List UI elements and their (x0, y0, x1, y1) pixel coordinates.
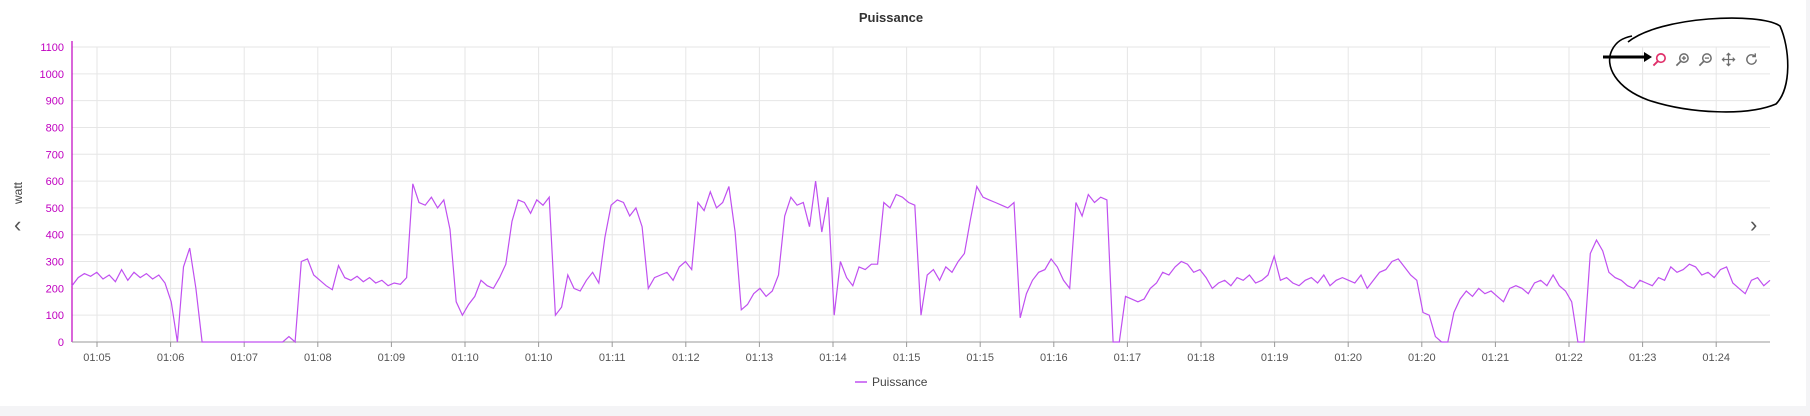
y-tick-label: 900 (46, 96, 64, 108)
x-tick-label: 01:05 (83, 352, 111, 364)
zoom-toolbar (1650, 50, 1761, 69)
x-tick-label: 01:20 (1334, 352, 1362, 364)
reset-icon (1746, 53, 1757, 65)
chart-card: Puissance watt 0 100 200 300 400 500 600 700 800… (0, 0, 1806, 406)
reset-button[interactable] (1742, 50, 1761, 69)
y-axis-label: watt (11, 181, 25, 205)
y-tick-label: 200 (46, 283, 64, 295)
x-axis-ticks: 01:05 01:06 01:07 01:08 01:09 01:10 01:10 01:11… (83, 342, 1730, 364)
zoom-in-icon (1675, 53, 1689, 67)
x-tick-label: 01:11 (599, 352, 626, 364)
series-group (71, 181, 1771, 344)
y-tick-label: 500 (46, 203, 64, 215)
x-tick-label: 01:15 (893, 352, 921, 364)
y-tick-label: 400 (46, 230, 64, 242)
x-tick-label: 01:09 (378, 352, 406, 364)
x-tick-label: 01:07 (230, 352, 258, 364)
y-tick-label: 1100 (40, 42, 64, 54)
y-tick-label: 300 (46, 257, 64, 269)
x-tick-label: 01:18 (1187, 352, 1215, 364)
y-axis-ticks: 0 100 200 300 400 500 600 700 800 900 1000 1100 (40, 42, 64, 349)
zoom-in-button[interactable] (1673, 50, 1692, 69)
y-tick-label: 600 (46, 176, 64, 188)
y-tick-label: 0 (58, 337, 64, 349)
y-tick-label: 100 (46, 310, 64, 322)
series-line-puissance (71, 181, 1771, 344)
x-tick-label: 01:17 (1114, 352, 1142, 364)
x-tick-label: 01:10 (451, 352, 479, 364)
zoom-select-button[interactable] (1650, 50, 1669, 69)
x-tick-label: 01:08 (304, 352, 332, 364)
x-tick-label: 01:21 (1482, 352, 1510, 364)
x-tick-label: 01:23 (1629, 352, 1657, 364)
x-tick-label: 01:12 (672, 352, 700, 364)
zoom-out-button[interactable] (1696, 50, 1715, 69)
x-tick-label: 01:22 (1555, 352, 1583, 364)
pan-button[interactable] (1719, 50, 1738, 69)
x-tick-label: 01:13 (746, 352, 774, 364)
prev-arrow[interactable]: ‹ (14, 212, 22, 237)
x-tick-label: 01:14 (819, 352, 847, 364)
x-tick-label: 01:06 (157, 352, 185, 364)
y-tick-label: 1000 (40, 69, 64, 81)
y-tick-label: 700 (46, 149, 64, 161)
zoom-select-icon (1652, 53, 1666, 67)
grid-lines (71, 41, 1770, 343)
zoom-out-icon (1698, 53, 1712, 67)
x-tick-label: 01:10 (525, 352, 553, 364)
x-tick-label: 01:15 (966, 352, 994, 364)
x-tick-label: 01:16 (1040, 352, 1068, 364)
pan-icon (1721, 52, 1736, 67)
x-tick-label: 01:19 (1261, 352, 1289, 364)
chart-title: Puissance (859, 10, 923, 25)
y-tick-label: 800 (46, 122, 64, 134)
legend-label[interactable]: Puissance (872, 375, 928, 389)
x-tick-label: 01:20 (1408, 352, 1436, 364)
x-tick-label: 01:24 (1702, 352, 1730, 364)
power-chart: Puissance watt 0 100 200 300 400 500 600 700 800… (11, 10, 1771, 389)
legend[interactable]: Puissance (855, 375, 928, 389)
next-arrow[interactable]: › (1750, 212, 1758, 237)
